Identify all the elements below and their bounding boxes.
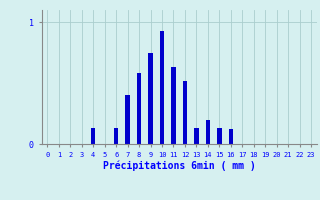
Bar <box>160 31 164 144</box>
Bar <box>114 128 118 144</box>
Bar <box>205 120 210 144</box>
X-axis label: Précipitations 6min ( mm ): Précipitations 6min ( mm ) <box>103 160 256 171</box>
Bar <box>194 128 199 144</box>
Bar <box>217 128 222 144</box>
Bar <box>171 67 176 144</box>
Bar <box>125 95 130 144</box>
Bar <box>91 128 95 144</box>
Bar <box>228 129 233 144</box>
Bar <box>137 73 141 144</box>
Bar <box>183 81 187 144</box>
Bar <box>148 53 153 144</box>
